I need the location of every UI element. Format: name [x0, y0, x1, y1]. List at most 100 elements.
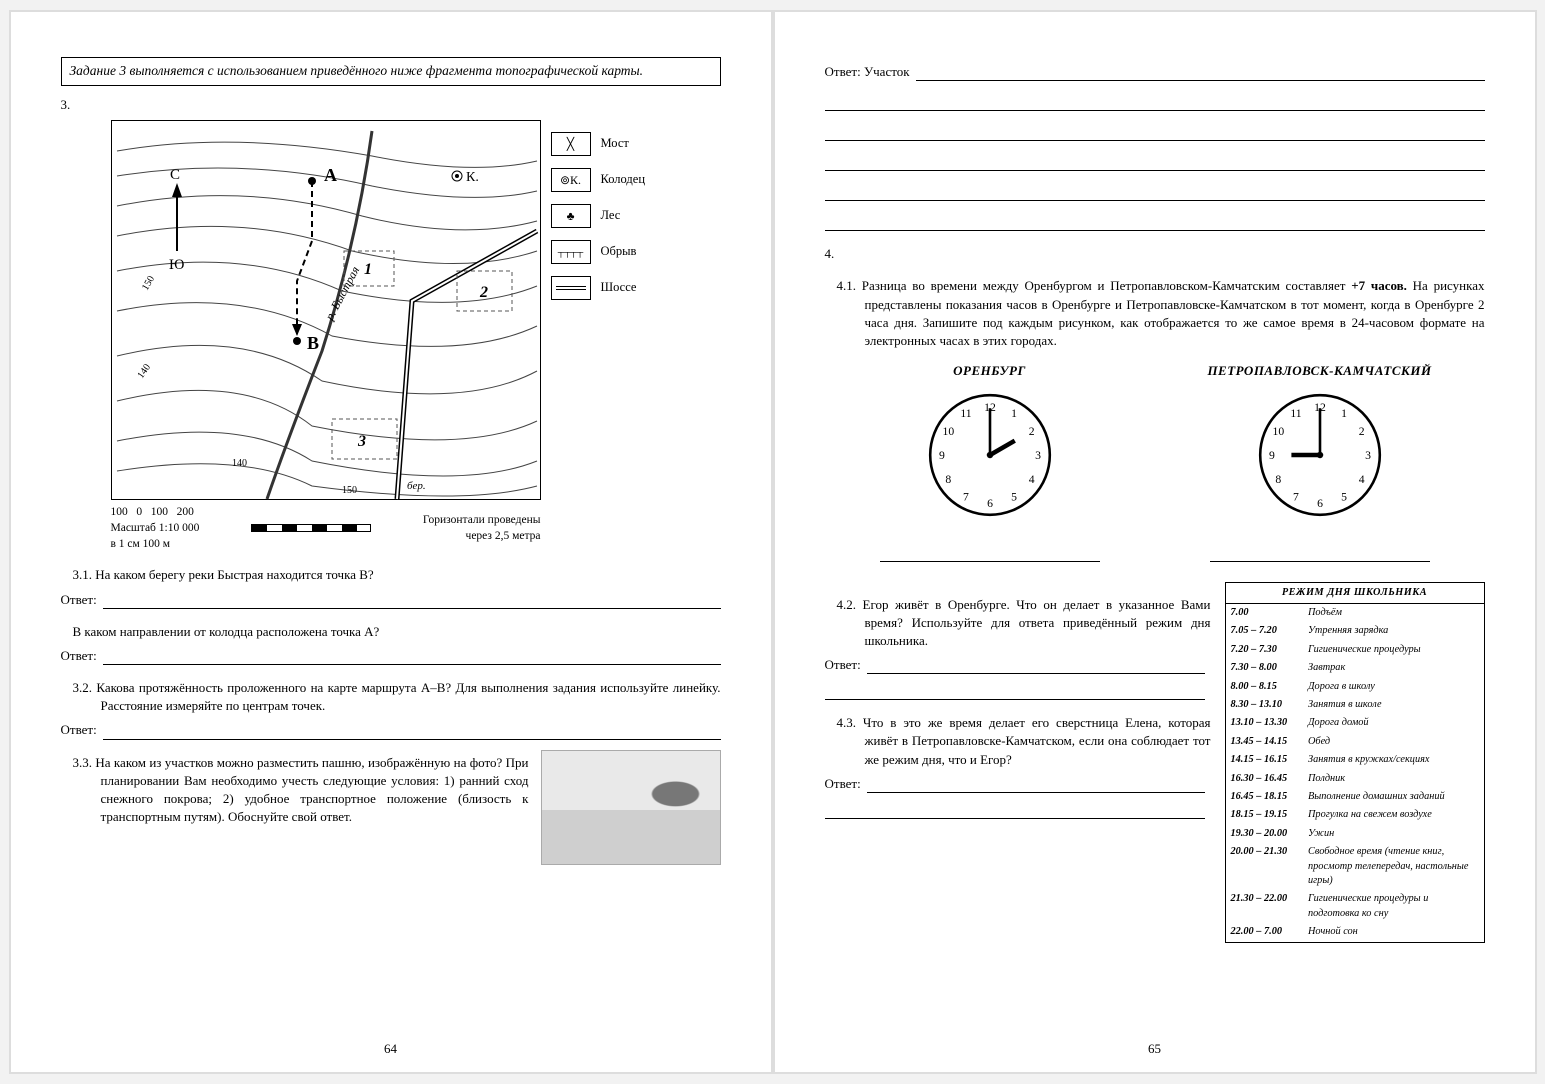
topographic-map: А В К. С Ю 1 2 3 р. Быстрая бер. 150 140…	[111, 120, 541, 500]
clock-icon-2: 121234567891011	[1255, 390, 1385, 520]
map-svg: А В К. С Ю 1 2 3 р. Быстрая бер. 150 140…	[112, 121, 542, 501]
answer-4-3-line2[interactable]	[825, 803, 1205, 819]
page-right: Ответ: Участок 4. 4.1. Разница во времен…	[775, 12, 1535, 1072]
question-3-2: 3.2. Какова протяжённость проложенного н…	[61, 679, 721, 715]
bridge-icon: ╳	[551, 132, 591, 156]
svg-text:140: 140	[135, 362, 153, 381]
svg-text:бер.: бер.	[407, 480, 426, 492]
scale-text-2: в 1 см 100 м	[111, 536, 200, 552]
road-icon	[551, 276, 591, 300]
clocks-row: ОРЕНБУРГ 121234567891011 ПЕТРОПАВЛОВСК-К…	[825, 362, 1485, 561]
page-left: Задание 3 выполняется с использованием п…	[11, 12, 771, 1072]
answer-3-1[interactable]: Ответ:	[61, 591, 721, 609]
answer-4-2[interactable]: Ответ:	[825, 656, 1205, 674]
svg-text:10: 10	[1272, 425, 1284, 438]
svg-text:3: 3	[357, 433, 366, 450]
svg-text:1: 1	[1341, 408, 1347, 421]
table-row: 16.45 – 18.15Выполнение домашних заданий	[1225, 788, 1484, 806]
city-label-2: ПЕТРОПАВЛОВСК-КАМЧАТСКИЙ	[1155, 362, 1485, 380]
svg-text:1: 1	[364, 261, 372, 278]
svg-text:2: 2	[1028, 425, 1034, 438]
question-3-1: 3.1. На каком берегу реки Быстрая находи…	[61, 566, 721, 584]
svg-text:Ю: Ю	[169, 257, 184, 273]
table-row: 7.05 – 7.20Утренняя зарядка	[1225, 622, 1484, 640]
svg-text:7: 7	[1293, 491, 1299, 504]
svg-text:4: 4	[1028, 473, 1034, 486]
table-row: 13.10 – 13.30Дорога домой	[1225, 714, 1484, 732]
table-row: 18.15 – 19.15Прогулка на свежем воздухе	[1225, 806, 1484, 824]
svg-text:С: С	[170, 167, 180, 183]
task-number-3: 3.	[61, 96, 721, 114]
legend-cliff: ┬┬┬┬Обрыв	[551, 240, 646, 264]
svg-text:А: А	[324, 165, 337, 185]
clock-petropavlovsk: ПЕТРОПАВЛОВСК-КАМЧАТСКИЙ 121234567891011	[1155, 362, 1485, 561]
table-row: 20.00 – 21.30Свободное время (чтение кни…	[1225, 843, 1484, 890]
svg-text:4: 4	[1358, 473, 1364, 486]
task-number-4: 4.	[825, 245, 1485, 263]
forest-icon: ♣	[551, 204, 591, 228]
svg-text:К.: К.	[466, 170, 479, 185]
clock-orenburg: ОРЕНБУРГ 121234567891011	[825, 362, 1155, 561]
svg-text:8: 8	[945, 473, 951, 486]
svg-text:8: 8	[1275, 473, 1281, 486]
table-row: 14.15 – 16.15Занятия в кружках/секциях	[1225, 751, 1484, 769]
well-icon: ⊚К.	[551, 168, 591, 192]
svg-text:140: 140	[232, 458, 247, 469]
svg-text:1: 1	[1011, 408, 1017, 421]
table-row: 7.00Подъём	[1225, 603, 1484, 622]
contour-interval-2: через 2,5 метра	[423, 528, 541, 544]
svg-text:2: 2	[1358, 425, 1364, 438]
answer-3-2[interactable]: Ответ:	[61, 721, 721, 739]
question-3-1b: В каком направлении от колодца расположе…	[61, 623, 721, 641]
answer-uchastok[interactable]: Ответ: Участок	[825, 63, 1485, 81]
instruction-box: Задание 3 выполняется с использованием п…	[61, 57, 721, 86]
table-row: 8.30 – 13.10Занятия в школе	[1225, 696, 1484, 714]
table-row: 8.00 – 8.15Дорога в школу	[1225, 678, 1484, 696]
question-4-1: 4.1. Разница во времени между Оренбургом…	[825, 277, 1485, 350]
svg-text:9: 9	[938, 449, 944, 462]
answer-time-2[interactable]	[1210, 548, 1430, 562]
scalebar-icon	[251, 524, 371, 532]
svg-text:2: 2	[479, 284, 488, 301]
schedule-table: РЕЖИМ ДНЯ ШКОЛЬНИКА 7.00Подъём7.05 – 7.2…	[1225, 582, 1485, 943]
svg-text:10: 10	[942, 425, 954, 438]
map-scale: 100 0 100 200 Масштаб 1:10 000 в 1 см 10…	[111, 504, 541, 552]
legend-road: Шоссе	[551, 276, 646, 300]
answer-3-1b[interactable]: Ответ:	[61, 647, 721, 665]
table-row: 16.30 – 16.45Полдник	[1225, 770, 1484, 788]
schedule-title: РЕЖИМ ДНЯ ШКОЛЬНИКА	[1225, 582, 1484, 603]
answer-4-2-line2[interactable]	[825, 684, 1205, 700]
answer-4-3[interactable]: Ответ:	[825, 775, 1205, 793]
page-number-right: 65	[775, 1040, 1535, 1058]
answer-time-1[interactable]	[880, 548, 1100, 562]
field-photo	[541, 750, 721, 865]
table-row: 21.30 – 22.00Гигиенические процедуры и п…	[1225, 890, 1484, 923]
table-row: 7.30 – 8.00Завтрак	[1225, 659, 1484, 677]
city-label-1: ОРЕНБУРГ	[825, 362, 1155, 380]
svg-text:5: 5	[1011, 491, 1017, 504]
svg-text:3: 3	[1365, 449, 1371, 462]
svg-text:11: 11	[960, 408, 971, 421]
svg-text:6: 6	[1317, 497, 1323, 510]
svg-text:В: В	[307, 333, 319, 353]
svg-text:150: 150	[342, 485, 357, 496]
svg-text:150: 150	[140, 274, 157, 292]
svg-text:5: 5	[1341, 491, 1347, 504]
svg-text:6: 6	[987, 497, 993, 510]
table-row: 7.20 – 7.30Гигиенические процедуры	[1225, 641, 1484, 659]
table-row: 13.45 – 14.15Обед	[1225, 733, 1484, 751]
contour-interval-1: Горизонтали проведены	[423, 512, 541, 528]
page-spread: Задание 3 выполняется с использованием п…	[9, 10, 1537, 1074]
clock-icon-1: 121234567891011	[925, 390, 1055, 520]
legend-forest: ♣Лес	[551, 204, 646, 228]
svg-text:7: 7	[963, 491, 969, 504]
answer-lines-block[interactable]	[825, 95, 1485, 231]
svg-text:9: 9	[1268, 449, 1274, 462]
legend-bridge: ╳Мост	[551, 132, 646, 156]
scale-text-1: Масштаб 1:10 000	[111, 520, 200, 536]
table-row: 19.30 – 20.00Ужин	[1225, 825, 1484, 843]
page-number-left: 64	[11, 1040, 771, 1058]
table-row: 22.00 – 7.00Ночной сон	[1225, 923, 1484, 942]
svg-text:3: 3	[1035, 449, 1041, 462]
cliff-icon: ┬┬┬┬	[551, 240, 591, 264]
